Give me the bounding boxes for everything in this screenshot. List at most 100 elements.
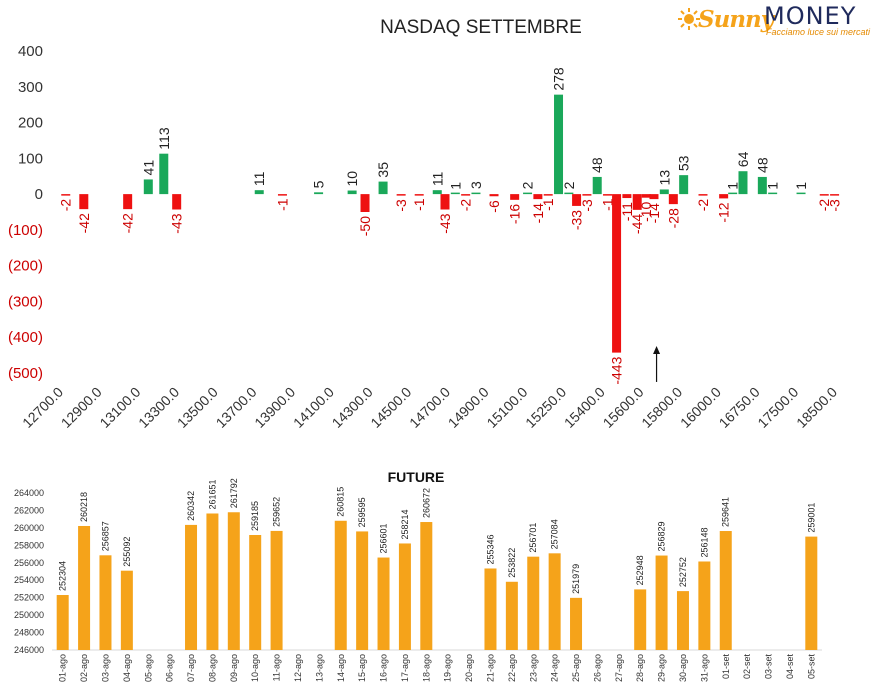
future-bar bbox=[356, 531, 369, 650]
bar-value-label: -43 bbox=[169, 213, 185, 233]
y-tick-label: (200) bbox=[8, 258, 43, 275]
bar bbox=[510, 194, 520, 200]
future-x-tick-label: 17-ago bbox=[400, 654, 410, 682]
future-bar bbox=[420, 522, 433, 650]
future-bar bbox=[227, 512, 240, 650]
bar-value-label: 48 bbox=[754, 157, 770, 173]
bar-value-label: -1 bbox=[411, 198, 427, 211]
future-x-tick-label: 16-ago bbox=[379, 654, 389, 682]
future-x-tick-label: 21-ago bbox=[485, 654, 495, 682]
bar bbox=[603, 194, 613, 196]
bar bbox=[698, 194, 708, 196]
bar-value-label: -42 bbox=[76, 213, 92, 233]
annotation-arrow-head bbox=[653, 345, 661, 354]
y-tick-label: (500) bbox=[8, 365, 43, 382]
bar-value-label: -11 bbox=[619, 202, 635, 221]
future-bar-value-label: 259185 bbox=[250, 501, 260, 531]
bar bbox=[523, 192, 533, 195]
y-tick-label: 0 bbox=[35, 186, 43, 203]
future-x-tick-label: 18-ago bbox=[421, 654, 431, 682]
bar-value-label: -2 bbox=[458, 199, 474, 212]
bar-value-label: -3 bbox=[827, 199, 843, 212]
x-tick-label: 16000.0 bbox=[677, 384, 724, 431]
future-y-tick-label: 248000 bbox=[14, 628, 44, 638]
bar bbox=[679, 175, 689, 195]
future-x-tick-label: 02-set bbox=[742, 654, 752, 680]
bar-value-label: 1 bbox=[793, 182, 809, 190]
future-x-tick-label: 22-ago bbox=[507, 654, 517, 682]
future-bar bbox=[206, 513, 219, 650]
bar bbox=[668, 194, 678, 205]
future-chart: FUTURE 246000 248000 250000 252000 254000 2560… bbox=[14, 469, 822, 682]
future-bar-value-label: 259595 bbox=[357, 497, 367, 527]
future-bar-value-label: 252304 bbox=[58, 561, 68, 591]
future-bar bbox=[120, 570, 133, 650]
future-bar bbox=[398, 543, 411, 650]
x-tick-label: 13900.0 bbox=[251, 384, 298, 431]
bar bbox=[396, 194, 406, 196]
future-x-tick-label: 06-ago bbox=[165, 654, 175, 682]
y-tick-label: (300) bbox=[8, 293, 43, 310]
future-bar bbox=[719, 531, 732, 650]
future-x-tick-label: 12-ago bbox=[293, 654, 303, 682]
future-y-tick-label: 264000 bbox=[14, 488, 44, 498]
future-bar-value-label: 253822 bbox=[507, 548, 517, 578]
future-x-tick-label: 28-ago bbox=[635, 654, 645, 682]
future-x-tick-label: 20-ago bbox=[464, 654, 474, 682]
bar bbox=[632, 194, 642, 210]
future-x-tick-label: 03-ago bbox=[100, 654, 110, 682]
bar-value-label: -3 bbox=[393, 199, 409, 212]
future-x-tick-label: 05-set bbox=[806, 654, 816, 680]
future-bar-value-label: 252752 bbox=[678, 557, 688, 587]
sun-icon bbox=[678, 8, 700, 30]
bar bbox=[796, 192, 806, 195]
bar bbox=[172, 194, 182, 210]
bar-value-label: 2 bbox=[520, 181, 536, 189]
x-tick-label: 14700.0 bbox=[406, 384, 453, 431]
future-bar bbox=[56, 595, 69, 650]
future-bar bbox=[527, 556, 540, 650]
x-tick-label: 15600.0 bbox=[600, 384, 647, 431]
bar bbox=[123, 194, 133, 210]
future-x-tick-label: 27-ago bbox=[614, 654, 624, 682]
x-tick-label: 15100.0 bbox=[483, 384, 530, 431]
future-bar bbox=[484, 568, 497, 650]
bar bbox=[461, 194, 471, 196]
x-tick-label: 17500.0 bbox=[754, 384, 801, 431]
bar bbox=[378, 181, 388, 195]
x-tick-label: 12700.0 bbox=[19, 384, 66, 431]
logo-brand-main: Sunny bbox=[698, 6, 774, 33]
x-tick-label: 14100.0 bbox=[290, 384, 337, 431]
future-y-tick-label: 246000 bbox=[14, 645, 44, 655]
future-bar-value-label: 256857 bbox=[100, 521, 110, 551]
bar-value-label: 1 bbox=[725, 182, 741, 190]
future-bar-value-label: 252948 bbox=[635, 555, 645, 585]
bar-value-label: 1 bbox=[447, 182, 463, 190]
future-bar bbox=[78, 525, 91, 650]
bar-value-label: -12 bbox=[716, 202, 732, 222]
x-tick-label: 13500.0 bbox=[174, 384, 221, 431]
future-x-tick-label: 04-ago bbox=[122, 654, 132, 682]
bar-value-label: -6 bbox=[486, 200, 502, 213]
y-tick-label: 400 bbox=[18, 43, 43, 60]
bar-value-label: 113 bbox=[156, 127, 172, 150]
future-bar-value-label: 257084 bbox=[550, 519, 560, 549]
bar-value-label: -28 bbox=[665, 208, 681, 228]
future-x-tick-label: 24-ago bbox=[550, 654, 560, 682]
bar-value-label: -33 bbox=[569, 210, 585, 230]
future-x-tick-label: 15-ago bbox=[357, 654, 367, 682]
bar bbox=[649, 194, 659, 200]
bar bbox=[768, 192, 778, 195]
bar-value-label: 3 bbox=[468, 181, 484, 189]
bar-value-label: -1 bbox=[600, 198, 616, 211]
x-tick-label: 12900.0 bbox=[58, 384, 105, 431]
future-y-tick-label: 256000 bbox=[14, 558, 44, 568]
x-tick-label: 13100.0 bbox=[96, 384, 143, 431]
bar bbox=[659, 189, 669, 195]
bar-value-label: -2 bbox=[816, 199, 832, 212]
future-bar-value-label: 256829 bbox=[657, 522, 667, 552]
bar-value-label: 10 bbox=[344, 171, 360, 187]
future-y-tick-label: 250000 bbox=[14, 610, 44, 620]
future-x-tick-label: 30-ago bbox=[678, 654, 688, 682]
y-tick-label: (400) bbox=[8, 329, 43, 346]
